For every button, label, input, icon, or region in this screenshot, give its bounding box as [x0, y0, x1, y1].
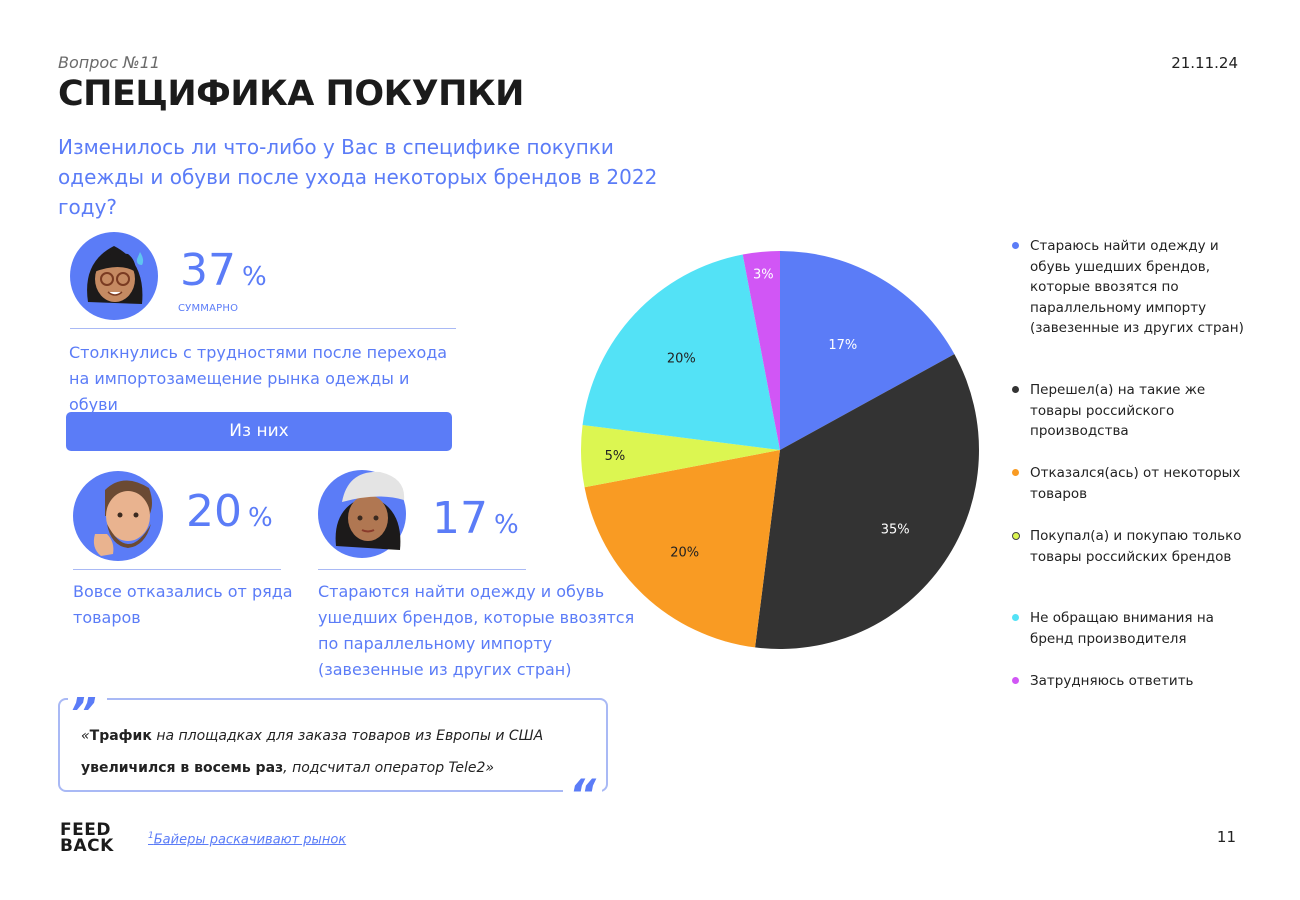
legend-label-1: Стараюсь найти одежду и обувь ушедших бр…: [1030, 238, 1244, 336]
from-them-banner: Из них: [66, 412, 452, 451]
legend-marker-1: [1012, 242, 1019, 249]
summary-percent: 37%: [180, 248, 267, 300]
stat-right-value: 17: [432, 493, 488, 544]
question-subtitle: Изменилось ли что-либо у Вас в специфике…: [58, 135, 658, 219]
quote-open-mark: „: [68, 670, 108, 712]
stat-left-description: Вовсе отказались от ряда товаров: [73, 582, 293, 627]
legend-item-2: Перешел(а) на такие же товары российског…: [1012, 380, 1252, 442]
logo-line-1: FEED: [60, 820, 111, 840]
pie-label-3: 20%: [670, 546, 699, 561]
pie-label-6: 3%: [753, 268, 774, 283]
stat-left-value: 20: [186, 486, 242, 537]
page-number: 11: [1216, 828, 1236, 846]
summary-percent-unit: %: [242, 262, 267, 292]
stat-right-unit: %: [494, 510, 519, 540]
pie-label-4: 5%: [605, 449, 626, 464]
legend-marker-5: [1012, 614, 1019, 621]
pie-label-1: 17%: [828, 338, 857, 353]
logo-line-2: BACK: [60, 836, 114, 856]
stat-right-percent: 17%: [432, 496, 519, 548]
quote-bold-2: увеличился в восемь раз: [81, 760, 284, 776]
legend-item-5: Не обращаю внимания на бренд производите…: [1012, 608, 1252, 649]
pie-labels: 17% 35% 20% 5% 20% 3%: [605, 268, 910, 561]
quote-close-mark: “: [563, 774, 603, 816]
quote-open-bracket: «: [81, 728, 90, 744]
feedback-logo: FEED BACK: [60, 820, 114, 856]
legend-marker-3: [1012, 469, 1019, 476]
female-avatar-icon: [70, 232, 158, 320]
divider: [70, 328, 456, 329]
quote-text-1: на площадках для заказа товаров из Европ…: [151, 728, 544, 744]
pie-slice-4: [581, 425, 780, 488]
legend-label-3: Отказался(ась) от некоторых товаров: [1030, 465, 1241, 502]
divider: [73, 569, 281, 570]
legend-label-2: Перешел(а) на такие же товары российског…: [1030, 382, 1206, 439]
legend-label-5: Не обращаю внимания на бренд производите…: [1030, 610, 1214, 647]
pie-slices: [581, 251, 979, 649]
stat-left-unit: %: [248, 503, 273, 533]
page-title: СПЕЦИФИКА ПОКУПКИ: [58, 74, 524, 114]
pie-label-2: 35%: [881, 522, 910, 537]
summary-description: Столкнулись с трудностями после перехода…: [69, 343, 448, 414]
legend-label-6: Затрудняюсь ответить: [1030, 673, 1194, 689]
legend-marker-6: [1012, 677, 1019, 684]
legend-item-1: Стараюсь найти одежду и обувь ушедших бр…: [1012, 236, 1252, 339]
pie-slice-2: [755, 354, 979, 649]
legend-item-4: Покупал(а) и покупаю только товары росси…: [1012, 526, 1252, 567]
quote-bold-1: Трафик: [89, 728, 152, 744]
legend-item-6: Затрудняюсь ответить: [1012, 671, 1252, 692]
legend-marker-2: [1012, 386, 1019, 393]
pie-slice-3: [584, 450, 780, 648]
quote-box: [58, 698, 608, 792]
bearded-man-avatar-icon: [73, 471, 163, 561]
stat-right-description: Стараются найти одежду и обувь ушедших б…: [318, 582, 635, 679]
footnote-link[interactable]: 1Байеры раскачивают рынок: [148, 831, 346, 847]
stat-left-percent: 20%: [186, 489, 273, 541]
legend-label-4: Покупал(а) и покупаю только товары росси…: [1030, 528, 1242, 565]
quote-text: «Трафик на площадках для заказа товаров …: [81, 720, 601, 784]
female-cap-avatar-icon: [318, 470, 406, 558]
date-label: 21.11.24: [1171, 54, 1238, 72]
footnote-mark: 1: [148, 831, 154, 841]
divider: [318, 569, 526, 570]
pie-slice-5: [582, 254, 780, 450]
footnote-text: Байеры раскачивают рынок: [153, 832, 347, 848]
summary-label: СУММАРНО: [178, 303, 239, 314]
quote-text-2: , подсчитал оператор Tele2»: [283, 760, 495, 776]
pie-label-5: 20%: [667, 351, 696, 366]
summary-percent-value: 37: [180, 245, 236, 296]
pie-chart: 17% 35% 20% 5% 20% 3%: [581, 251, 979, 649]
legend-item-3: Отказался(ась) от некоторых товаров: [1012, 463, 1252, 504]
pie-slice-6: [742, 251, 780, 450]
legend-marker-4: [1012, 532, 1020, 540]
pie-slice-1: [780, 251, 955, 450]
question-number: Вопрос №11: [58, 53, 161, 72]
